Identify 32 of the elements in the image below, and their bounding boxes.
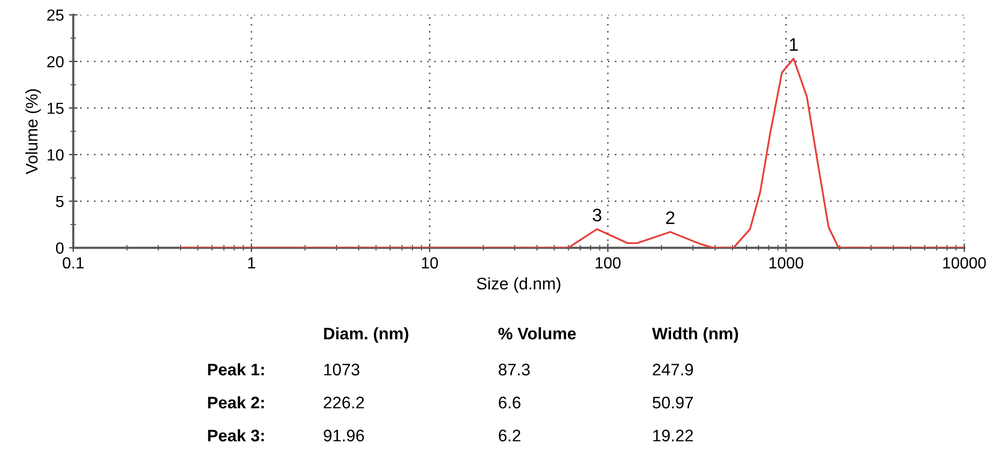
y-tick-label: 20 bbox=[47, 56, 64, 68]
x-tick-label: 1000 bbox=[770, 257, 804, 269]
x-tick-label: 10 bbox=[422, 257, 438, 269]
x-tick-label: 1 bbox=[248, 257, 256, 268]
annotation: 3 bbox=[592, 208, 602, 222]
text: 87.3 bbox=[498, 364, 530, 376]
x-tick-label: 0.1 bbox=[62, 257, 84, 269]
text: Diam. (nm) bbox=[324, 327, 408, 343]
x-tick-label: 100 bbox=[596, 257, 621, 269]
text: 6.6 bbox=[498, 396, 520, 408]
y-tick-label: 5 bbox=[56, 196, 64, 208]
text: 247.9 bbox=[652, 364, 693, 376]
text: % Volume bbox=[498, 327, 576, 340]
text: Peak 3: bbox=[208, 429, 264, 442]
text: 19.22 bbox=[653, 430, 693, 442]
annotation: 2 bbox=[666, 211, 674, 224]
annotation: 1 bbox=[790, 38, 798, 51]
y-tick-label: 25 bbox=[47, 9, 64, 21]
text: Peak 2: bbox=[208, 396, 264, 408]
text: 1073 bbox=[324, 364, 360, 376]
text: Peak 1: bbox=[208, 363, 264, 376]
text: 91.96 bbox=[324, 430, 364, 442]
y-tick-label: 10 bbox=[48, 149, 64, 161]
text: Width (nm) bbox=[652, 327, 738, 343]
y-axis-title: Volume (%) bbox=[25, 89, 41, 174]
text: 6.2 bbox=[498, 430, 520, 442]
x-axis-title: Size (d.nm) bbox=[476, 277, 560, 293]
y-tick-label: 15 bbox=[48, 102, 64, 114]
y-tick-label: 0 bbox=[56, 242, 64, 254]
text: 50.97 bbox=[652, 396, 693, 408]
text: 226.2 bbox=[324, 396, 364, 408]
x-tick-label: 10000 bbox=[943, 257, 986, 269]
